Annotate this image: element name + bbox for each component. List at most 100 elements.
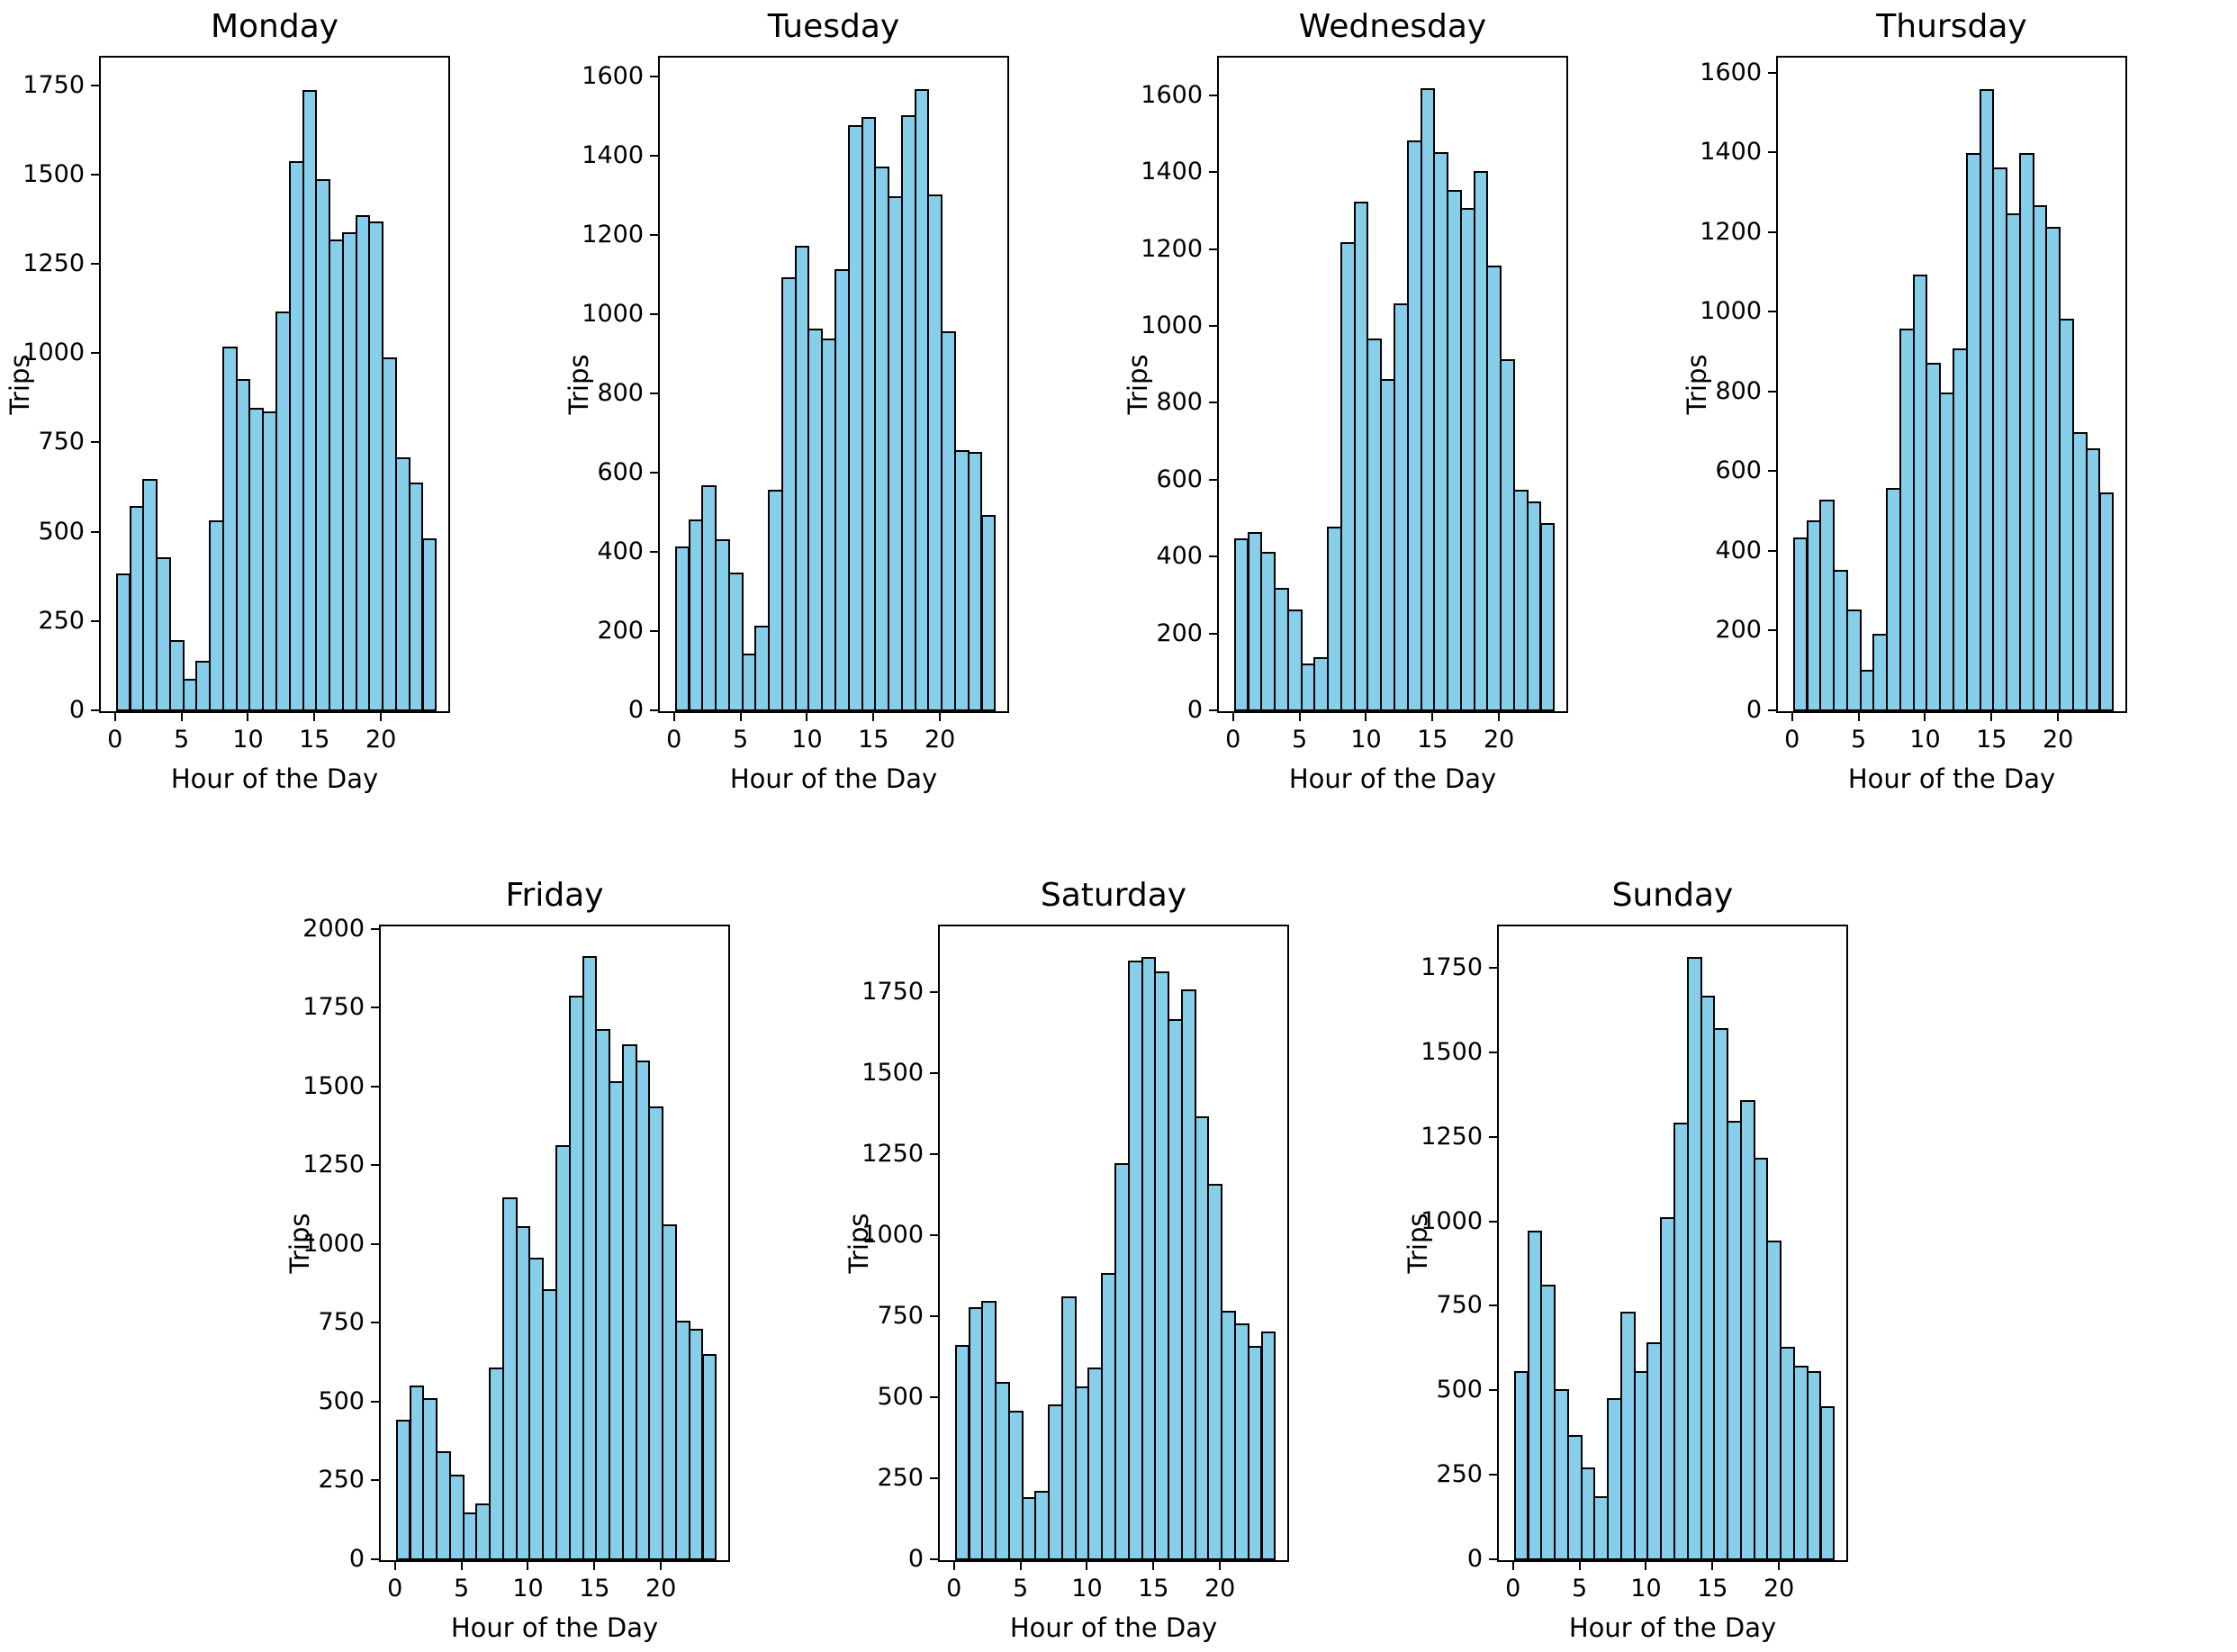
x-tick-label: 5 [1012,1575,1029,1602]
y-tickmark [650,393,658,394]
x-tickmark [1791,713,1793,721]
x-tick-label: 20 [645,1575,677,1602]
y-tick-label: 1000 [582,300,644,328]
y-tick-label: 200 [1715,616,1762,645]
x-tickmark [660,1562,663,1570]
bar-saturday-h23 [1260,1332,1276,1560]
x-tickmark [527,1562,529,1570]
y-tick-label: 0 [1466,1545,1483,1573]
y-tickmark [1768,390,1776,393]
x-tick-label: 0 [387,1575,403,1602]
x-tickmark [1778,1562,1781,1570]
y-tickmark [371,1400,379,1403]
x-tick-label: 20 [2042,726,2074,754]
x-axis-label: Hour of the Day [1009,1612,1218,1643]
x-tick-label: 5 [1291,726,1308,754]
x-tick-label: 15 [1138,1575,1169,1602]
y-tick-label: 0 [1745,696,1762,724]
y-tick-label: 250 [877,1463,924,1492]
y-tickmark [91,441,99,444]
x-tickmark [180,713,183,721]
x-tick-label: 5 [173,726,190,754]
y-tick-label: 800 [1715,376,1762,405]
y-tick-label: 0 [627,696,644,724]
chart-title-thursday: Thursday [1876,8,2027,45]
y-tickmark [930,1476,938,1479]
y-tick-label: 800 [1156,388,1203,417]
y-tickmark [91,530,99,533]
y-tick-label: 600 [597,458,644,486]
chart-tuesday: Tuesday Trips 0 200 400 600 800 1000 1200 1400 160… [559,0,1118,851]
x-tickmark [2057,713,2060,721]
y-tickmark [650,155,658,157]
y-tick-label: 500 [318,1386,365,1415]
y-tick-label: 1000 [861,1220,924,1249]
x-tick-label: 20 [1483,726,1515,754]
y-tick-label: 1200 [582,221,644,248]
y-tickmark [371,1242,379,1245]
y-tick-label: 1400 [582,141,644,169]
y-tickmark [930,1152,938,1155]
y-tick-label: 750 [877,1301,924,1330]
y-tickmark [930,1558,938,1560]
x-tick-label: 10 [1909,726,1941,754]
chart-title-monday: Monday [210,8,339,45]
bar-thursday-h4 [1845,609,1862,711]
y-tickmark [1768,71,1776,74]
y-tick-label: 250 [1436,1460,1483,1489]
x-tick-label: 10 [1350,726,1382,754]
x-tickmark [1498,713,1501,721]
x-tick-label: 5 [453,1575,470,1602]
bar-monday-h3 [156,557,171,711]
y-tick-label: 400 [1715,536,1762,564]
x-tick-label: 0 [666,726,682,754]
y-tickmark [1209,248,1217,250]
y-tick-label: 750 [1436,1291,1483,1320]
y-tickmark [91,173,99,176]
y-tickmark [371,1164,379,1167]
x-tickmark [672,713,675,721]
y-tick-label: 1750 [302,993,365,1022]
y-tickmark [1768,311,1776,313]
x-tickmark [1365,713,1367,721]
x-tick-label: 20 [1204,1575,1236,1602]
y-tick-label: 1600 [1700,58,1762,86]
x-tickmark [1086,1562,1088,1570]
plot-area-thursday [1776,56,2127,713]
y-tick-label: 1400 [1700,138,1762,167]
y-tick-label: 600 [1156,465,1203,493]
y-tickmark [1768,470,1776,473]
x-tickmark [247,713,249,721]
x-tickmark [1990,713,1993,721]
y-tickmark [650,472,658,474]
y-tickmark [1489,1389,1497,1392]
y-tick-label: 1250 [23,249,85,278]
x-tickmark [1857,713,1860,721]
y-tickmark [1489,1474,1497,1476]
chart-title-wednesday: Wednesday [1298,8,1487,45]
y-tick-label: 500 [877,1382,924,1411]
y-tickmark [650,709,658,711]
y-tickmark [1489,966,1497,969]
y-tickmark [1209,94,1217,96]
y-tick-label: 1250 [861,1139,924,1168]
y-tick-label: 1750 [861,977,924,1006]
x-tick-label: 5 [732,726,749,754]
y-tickmark [650,551,658,553]
y-tickmark [91,84,99,86]
x-tickmark [1645,1562,1647,1570]
x-tick-label: 0 [107,726,123,754]
x-tickmark [806,713,808,721]
x-tick-label: 15 [1417,726,1448,754]
plot-area-sunday [1497,925,1848,1562]
bar-friday-h23 [701,1354,717,1560]
y-tick-label: 750 [318,1308,365,1337]
y-tickmark [930,1314,938,1317]
y-tickmark [1209,171,1217,174]
chart-title-sunday: Sunday [1611,877,1734,914]
x-axis-label: Hour of the Day [170,763,379,794]
y-tickmark [930,1071,938,1074]
bar-sunday-h23 [1819,1406,1836,1560]
y-tick-label: 500 [1436,1376,1483,1404]
chart-wednesday: Wednesday Trips 0 200 400 600 800 1000 1200 1400 1… [1118,0,1677,851]
